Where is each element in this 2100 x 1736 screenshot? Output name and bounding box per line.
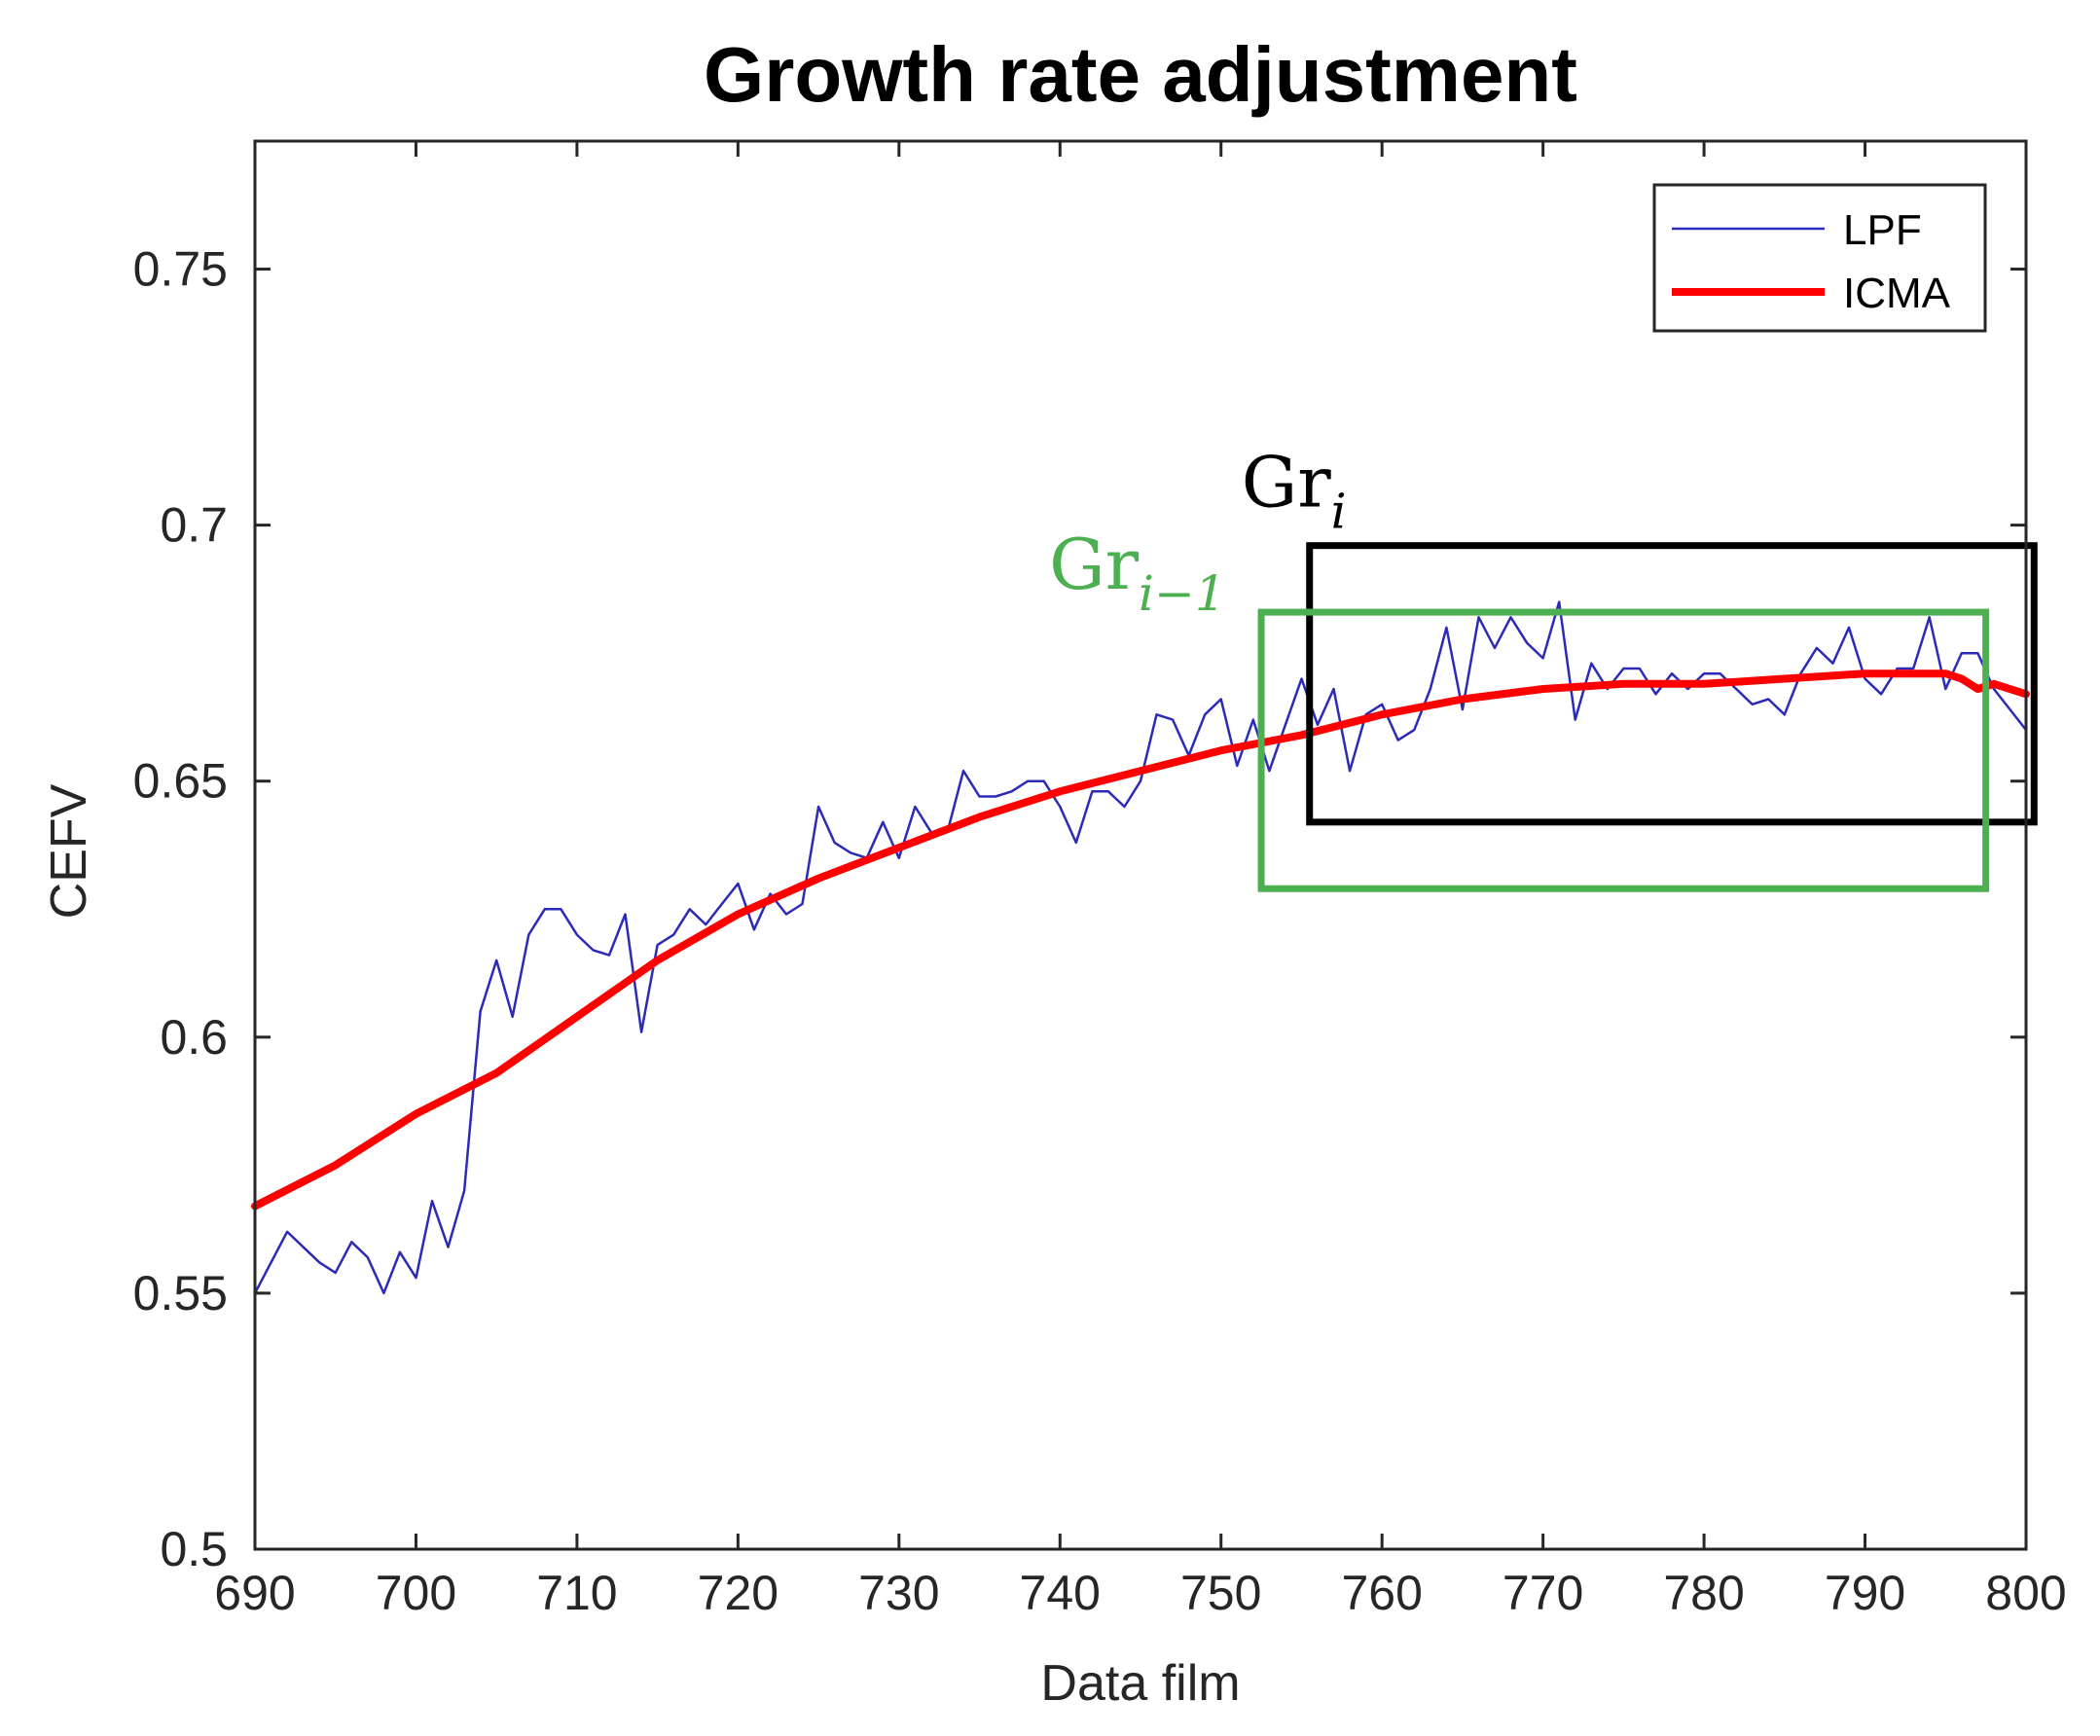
plot-area — [255, 141, 2026, 1549]
gr-i-minus-1-box — [1257, 608, 1990, 892]
gr-i-minus-1-label: Gri−1 — [1049, 524, 1226, 622]
gr-i-minus-1-label-main: Gr — [1049, 524, 1140, 605]
axes-frame — [253, 139, 2028, 1551]
gr-i-label-main: Gr — [1242, 442, 1332, 524]
y-tick-label-0.6: 0.6 — [160, 1010, 228, 1065]
x-tick-label-790: 790 — [1825, 1566, 1905, 1620]
x-tick-label-740: 740 — [1020, 1566, 1101, 1620]
series-line-lpf — [253, 600, 2028, 1295]
legend-box — [1652, 183, 1987, 333]
legend: LPF ICMA — [1652, 183, 1987, 333]
y-axis-label: CEFV — [41, 783, 97, 919]
legend-label-icma: ICMA — [1843, 270, 1951, 317]
x-tick-label-700: 700 — [376, 1566, 456, 1620]
x-tick-label-720: 720 — [698, 1566, 778, 1620]
y-tick-label-0.75: 0.75 — [133, 242, 228, 297]
y-tick-label-0.65: 0.65 — [133, 754, 228, 809]
x-tick-label-800: 800 — [1985, 1566, 2066, 1620]
y-tick-label-0.55: 0.55 — [133, 1266, 228, 1320]
x-tick-label-730: 730 — [858, 1566, 939, 1620]
gr-i-label-subscript: i — [1331, 484, 1347, 540]
x-tick-label-690: 690 — [214, 1566, 295, 1620]
x-tick-label-780: 780 — [1663, 1566, 1744, 1620]
series-line-icma — [251, 669, 2030, 1211]
x-tick-label-760: 760 — [1341, 1566, 1422, 1620]
x-tick-label-770: 770 — [1503, 1566, 1583, 1620]
x-tick-label-750: 750 — [1180, 1566, 1261, 1620]
x-axis-label: Data film — [1040, 1655, 1240, 1712]
legend-label-lpf: LPF — [1843, 206, 1922, 254]
gr-i-label: Gri — [1242, 442, 1347, 540]
x-tick-label-710: 710 — [536, 1566, 617, 1620]
y-tick-label-0.5: 0.5 — [160, 1522, 228, 1576]
axes-layer: 690 700 710 720 730 740 750 760 770 780 790 800 0.5 0… — [133, 139, 2067, 1620]
series-layer — [251, 600, 2030, 1295]
gr-i-minus-1-label-subscript: i−1 — [1139, 565, 1226, 622]
gr-i-box — [1306, 542, 2038, 826]
chart-title: Growth rate adjustment — [704, 31, 1577, 118]
plot-background — [255, 141, 2026, 1549]
y-tick-label-0.7: 0.7 — [160, 498, 228, 553]
